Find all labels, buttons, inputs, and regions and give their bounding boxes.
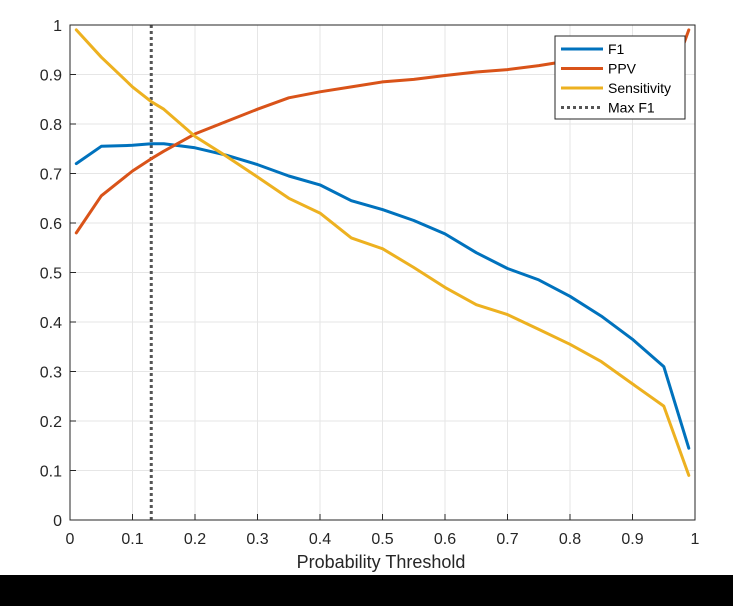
y-tick-label: 0 [53,513,62,530]
legend-label: Max F1 [608,100,655,116]
y-tick-label: 0.6 [40,216,62,233]
y-tick-label: 1 [53,18,62,35]
legend-label: F1 [608,41,625,57]
y-tick-label: 0.1 [40,464,62,481]
x-tick-label: 0.5 [371,531,393,548]
x-tick-label: 0.7 [496,531,518,548]
series-line-sensitivity [74,28,691,477]
legend-label: Sensitivity [608,80,671,96]
y-tick-label: 0.9 [40,68,62,85]
bottom-bar [0,575,733,606]
x-axis-title: Probability Threshold [297,552,466,572]
x-tick-label: 0.1 [121,531,143,548]
y-tick-label: 0.8 [40,117,62,134]
x-tick-label: 1 [691,531,700,548]
y-tick-label: 0.2 [40,414,62,431]
x-tick-label: 0.4 [309,531,331,548]
series-line-f1 [74,142,691,450]
y-tick-label: 0.3 [40,365,62,382]
y-tick-labels: 0 0.1 0.2 0.3 0.4 0.5 0.6 0.7 0.8 0.9 1 [40,18,62,530]
x-tick-label: 0.2 [184,531,206,548]
x-tick-label: 0 [66,531,75,548]
legend-entries: F1 PPV Sensitivity Max F1 [561,41,671,116]
x-tick-label: 0.3 [246,531,268,548]
y-tick-label: 0.4 [40,315,62,332]
x-tick-label: 0.9 [621,531,643,548]
x-tick-label: 0.6 [434,531,456,548]
legend: F1 PPV Sensitivity Max F1 [554,35,686,120]
x-tick-labels: 0 0.1 0.2 0.3 0.4 0.5 0.6 0.7 0.8 0.9 1 [66,531,700,548]
legend-label: PPV [608,61,637,77]
y-tick-label: 0.7 [40,167,62,184]
axis-ticks [69,24,696,521]
x-tick-label: 0.8 [559,531,581,548]
y-tick-label: 0.5 [40,266,62,283]
